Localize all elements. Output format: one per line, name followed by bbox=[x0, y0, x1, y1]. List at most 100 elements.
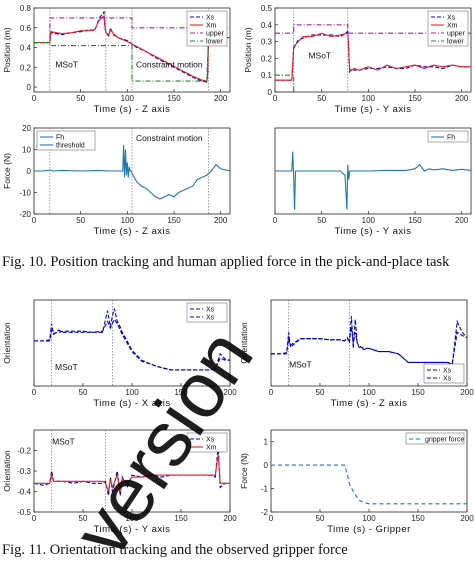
y-tick-label: -20 bbox=[19, 210, 31, 219]
x-axis-label: Time (s) - Gripper bbox=[327, 524, 411, 535]
series-line-fh bbox=[275, 151, 471, 210]
x-tick-label: 100 bbox=[121, 216, 135, 225]
x-tick-label: 150 bbox=[408, 94, 422, 103]
series-line-gripper-force bbox=[271, 464, 467, 505]
legend-label: Xm bbox=[447, 23, 458, 30]
series-line-xs bbox=[271, 326, 467, 365]
x-tick-label: 150 bbox=[411, 514, 425, 523]
x-tick-label: 0 bbox=[269, 514, 274, 523]
legend-label: Fh bbox=[56, 135, 64, 142]
x-tick-label: 200 bbox=[223, 514, 237, 523]
legend-label: Xs bbox=[443, 376, 452, 383]
legend-label: Xm bbox=[206, 23, 217, 30]
annotation-label: Constraint motion bbox=[136, 133, 203, 143]
x-tick-label: 150 bbox=[167, 94, 181, 103]
y-tick-label: 0.3 bbox=[261, 38, 273, 47]
x-tick-label: 0 bbox=[269, 388, 274, 397]
x-tick-label: 0 bbox=[273, 216, 278, 225]
y-axis-label: Force (N) bbox=[239, 453, 249, 489]
x-tick-label: 50 bbox=[316, 388, 325, 397]
chart-ori_z: 0 50 100 150 200 Time (s) - Z axis Orientation… bbox=[239, 299, 474, 409]
series-line-lower bbox=[275, 74, 471, 92]
x-tick-label: 100 bbox=[362, 388, 376, 397]
x-axis-label: Time (s) - Y axis bbox=[335, 226, 412, 237]
y-tick-label: 0.2 bbox=[261, 54, 273, 63]
x-tick-label: 0 bbox=[32, 388, 37, 397]
legend: Fh bbox=[427, 130, 469, 143]
x-tick-label: 100 bbox=[362, 216, 376, 225]
y-axis-label: Orientation bbox=[2, 450, 12, 492]
x-tick-label: 0 bbox=[32, 94, 37, 103]
x-tick-label: 200 bbox=[214, 94, 228, 103]
chart-pos_z: 0 50 100 150 200 0 0.2 0.4 0.6 0.8 Time (s) - Z ax… bbox=[2, 4, 231, 115]
x-tick-label: 150 bbox=[174, 514, 188, 523]
x-tick-label: 50 bbox=[79, 514, 88, 523]
legend-label: Xs bbox=[443, 368, 452, 375]
x-tick-label: 50 bbox=[317, 94, 326, 103]
y-tick-label: 10 bbox=[22, 146, 31, 155]
x-tick-label: 50 bbox=[317, 216, 326, 225]
chart-ori_x: 0 50 100 150 200 Time (s) - X axis Orientation… bbox=[2, 299, 237, 409]
legend-label: Xs bbox=[206, 315, 215, 322]
y-tick-label: 20 bbox=[22, 124, 31, 133]
legend-label: Fh bbox=[447, 135, 455, 142]
y-tick-label: -0.4 bbox=[17, 488, 31, 497]
legend-label: lower bbox=[206, 39, 223, 46]
x-axis-label: Time (s) - Z axis bbox=[331, 398, 408, 409]
x-tick-label: 150 bbox=[408, 216, 422, 225]
series-line-xm bbox=[34, 14, 230, 82]
y-tick-label: 0.2 bbox=[20, 63, 32, 72]
annotation-label: Constraint motion bbox=[136, 59, 203, 69]
x-axis-label: Time (s) - Y axis bbox=[335, 104, 412, 115]
y-tick-label: 0.4 bbox=[261, 21, 273, 30]
series-line-fh bbox=[34, 145, 230, 200]
legend-label: Xm bbox=[206, 445, 217, 452]
y-tick-label: 0 bbox=[264, 461, 269, 470]
legend-label: Xs bbox=[447, 15, 456, 22]
x-tick-label: 50 bbox=[76, 216, 85, 225]
legend-label: Xs bbox=[206, 15, 215, 22]
y-tick-label: -0.5 bbox=[17, 508, 31, 517]
annotation-label: MSoT bbox=[289, 360, 312, 370]
x-tick-label: 0 bbox=[273, 94, 278, 103]
series-line-upper bbox=[275, 24, 471, 34]
y-tick-label: 0.6 bbox=[20, 24, 32, 33]
x-tick-label: 150 bbox=[167, 216, 181, 225]
legend-label: upper bbox=[447, 31, 466, 38]
legend-box bbox=[427, 130, 469, 143]
legend-label: threshold bbox=[56, 143, 85, 150]
legend-box bbox=[405, 432, 465, 445]
y-tick-label: 0 bbox=[268, 88, 273, 97]
y-axis-label: Force (N) bbox=[2, 153, 12, 189]
series-line-xs bbox=[271, 316, 467, 366]
y-tick-label: 0 bbox=[27, 167, 32, 176]
x-tick-label: 200 bbox=[460, 514, 474, 523]
y-axis-label: Position (m) bbox=[243, 27, 253, 73]
legend-label: Xs bbox=[206, 307, 215, 314]
chart-pos_y: 0 50 100 150 200 0 0.1 0.2 0.3 0.4 0.5 Time (s) - Y… bbox=[243, 4, 472, 115]
series-line-xm bbox=[275, 32, 471, 81]
y-tick-label: 0 bbox=[27, 83, 32, 92]
series-line-xs bbox=[34, 318, 230, 371]
x-tick-label: 100 bbox=[125, 388, 139, 397]
x-tick-label: 200 bbox=[460, 388, 474, 397]
x-tick-label: 200 bbox=[455, 216, 469, 225]
x-tick-label: 150 bbox=[174, 388, 188, 397]
y-tick-label: 1 bbox=[264, 438, 269, 447]
annotation-label: MSoT bbox=[308, 50, 331, 60]
x-tick-label: 200 bbox=[214, 216, 228, 225]
x-tick-label: 200 bbox=[455, 94, 469, 103]
legend: gripper force bbox=[405, 432, 465, 445]
y-tick-label: -0.2 bbox=[17, 447, 31, 456]
y-tick-label: -10 bbox=[19, 189, 31, 198]
x-tick-label: 100 bbox=[125, 514, 139, 523]
x-tick-label: 100 bbox=[121, 94, 135, 103]
x-axis-label: Time (s) - Z axis bbox=[94, 104, 171, 115]
